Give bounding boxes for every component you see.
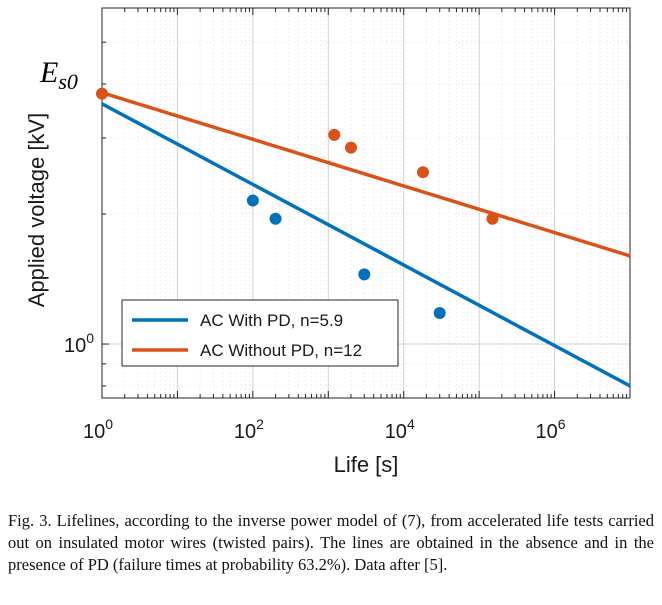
x-tick-label: 104 [385,416,415,443]
data-point-ac-without-pd [416,166,429,179]
legend-box [121,299,399,367]
legend-label-ac-without-pd: AC Without PD, n=12 [200,341,362,360]
x-tick-label: 100 [83,416,113,443]
data-point-ac-without-pd [328,128,341,141]
data-point-ac-with-pd [246,194,259,207]
data-point-ac-with-pd [269,212,282,225]
chart: 100 102 104 106 100 Life [s] Applied voltage… [24,7,631,477]
data-point-ac-without-pd [486,212,499,225]
data-point-ac-without-pd [96,87,108,100]
series-line-ac-without-pd [101,91,631,258]
series-line-ac-with-pd [101,102,631,388]
axis-ticks [101,7,628,398]
data-point-ac-without-pd [344,141,357,154]
x-tick-label: 102 [234,416,264,443]
legend-label-ac-with-pd: AC With PD, n=5.9 [200,311,343,330]
data-point-ac-with-pd [358,268,371,281]
x-tick-label: 106 [536,416,566,443]
es0-annotation: Es0 [39,56,78,94]
y-tick-label: 100 [64,330,94,357]
es0-subscript: s0 [58,69,78,94]
plot-frame [101,7,631,399]
tick-labels: 100 102 104 106 100 [64,330,566,443]
data-point-ac-with-pd [433,307,446,320]
legend: AC With PD, n=5.9 AC Without PD, n=12 [121,299,399,367]
y-axis-title: Applied voltage [kV] [24,113,49,307]
x-axis-title: Life [s] [334,452,399,477]
es0-main: E [39,56,58,89]
series-layer [96,87,631,388]
figure-caption: Fig. 3. Lifelines, according to the inve… [8,511,654,574]
